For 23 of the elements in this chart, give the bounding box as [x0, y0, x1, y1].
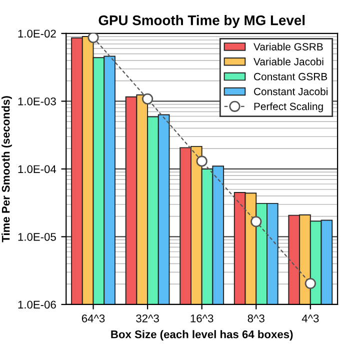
legend-label: Variable GSRB [254, 42, 323, 50]
x-tick-label: 64^3 [82, 314, 105, 322]
y-tick-label: 1.0E-03 [18, 97, 56, 106]
legend-label: Constant Jacobi [254, 88, 328, 96]
y-tick-label: 1.0E-05 [18, 232, 56, 241]
legend-label: Variable Jacobi [254, 58, 324, 66]
point [142, 93, 154, 104]
point [304, 278, 316, 290]
point [250, 216, 262, 228]
point [196, 156, 208, 167]
x-tick-label: 32^3 [136, 314, 159, 322]
y-tick-label: 1.0E-06 [18, 300, 56, 309]
chart-title: GPU Smooth Time by MG Level [98, 15, 305, 28]
point [88, 33, 99, 44]
y-tick-label: 1.0E-02 [18, 30, 56, 38]
y-axis-title: Time Per Smooth (seconds) [2, 96, 12, 242]
y-tick-label: 1.0E-04 [18, 165, 56, 174]
x-tick-label: 4^3 [302, 314, 319, 322]
x-tick-label: 16^3 [190, 314, 214, 322]
legend-label: Perfect Scaling [254, 102, 323, 112]
legend-label: Constant GSRB [254, 72, 328, 80]
x-tick-label: 8^3 [248, 314, 264, 322]
x-axis-title: Box Size (each level has 64 boxes) [111, 330, 293, 340]
